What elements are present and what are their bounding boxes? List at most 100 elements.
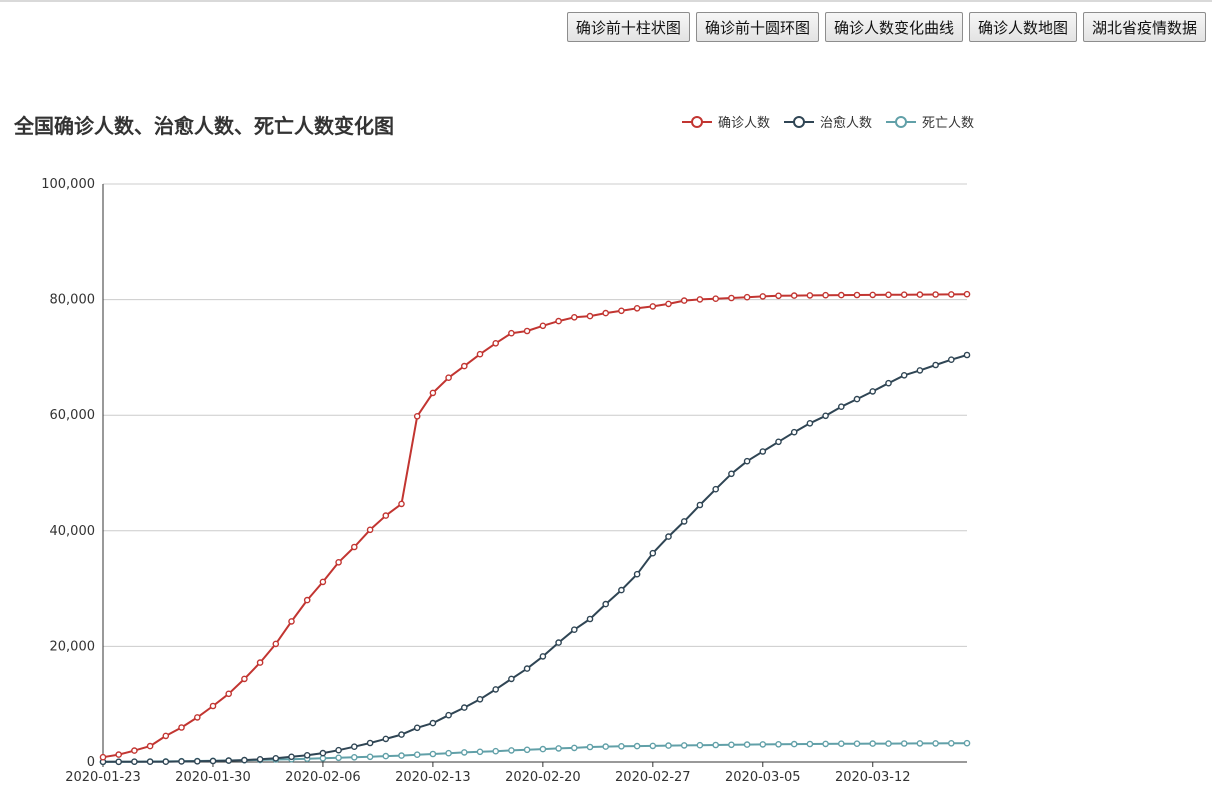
data-point-deaths xyxy=(948,740,955,747)
top-border xyxy=(0,0,1212,2)
data-point-deaths xyxy=(869,740,877,747)
data-point-confirmed xyxy=(775,292,782,300)
data-point-confirmed xyxy=(712,295,720,303)
data-point-deaths xyxy=(460,749,468,756)
data-point-deaths xyxy=(476,748,484,756)
chart-title: 全国确诊人数、治愈人数、死亡人数变化图 xyxy=(14,114,394,138)
data-point-confirmed xyxy=(209,702,217,710)
data-point-confirmed xyxy=(806,292,814,299)
legend-label-confirmed: 确诊人数 xyxy=(718,116,771,131)
data-point-recovered xyxy=(586,615,594,623)
data-point-deaths xyxy=(696,741,704,749)
data-point-recovered xyxy=(241,756,248,764)
data-point-confirmed xyxy=(303,596,311,604)
data-point-deaths xyxy=(853,740,861,748)
data-point-deaths xyxy=(932,740,939,747)
data-point-recovered xyxy=(900,371,908,379)
data-point-deaths xyxy=(523,746,531,754)
nav-button-hubei-data[interactable]: 湖北省疫情数据 xyxy=(1082,12,1206,42)
data-point-recovered xyxy=(822,412,829,420)
legend-item-deaths[interactable]: 死亡人数 xyxy=(886,112,974,131)
data-point-confirmed xyxy=(241,675,248,683)
data-point-recovered xyxy=(413,724,421,732)
y-tick-label: 0 xyxy=(87,755,95,770)
data-point-confirmed xyxy=(633,304,641,312)
legend-item-recovered[interactable]: 治愈人数 xyxy=(784,112,872,131)
data-point-recovered xyxy=(523,665,531,672)
data-point-confirmed xyxy=(492,339,500,347)
nav-button-map[interactable]: 确诊人数地图 xyxy=(968,12,1077,42)
data-point-deaths xyxy=(775,741,782,748)
data-point-deaths xyxy=(602,743,610,750)
data-point-confirmed xyxy=(225,690,232,698)
nav-button-top10-bar[interactable]: 确诊前十柱状图 xyxy=(566,12,690,42)
data-point-confirmed xyxy=(822,291,829,299)
data-point-recovered xyxy=(350,743,358,751)
data-point-confirmed xyxy=(193,714,201,721)
data-point-recovered xyxy=(429,719,437,727)
data-point-recovered xyxy=(193,758,201,765)
data-point-recovered xyxy=(649,549,657,557)
data-point-recovered xyxy=(853,395,861,403)
data-point-recovered xyxy=(869,388,877,395)
data-point-confirmed xyxy=(146,742,154,750)
legend-item-confirmed[interactable]: 确诊人数 xyxy=(682,112,770,131)
data-point-deaths xyxy=(680,742,688,749)
data-point-deaths xyxy=(429,750,437,758)
data-point-recovered xyxy=(838,403,845,411)
chart-nav: 确诊前十柱状图 确诊前十圆环图 确诊人数变化曲线 确诊人数地图 湖北省疫情数据 xyxy=(566,12,1206,42)
data-point-confirmed xyxy=(680,297,688,304)
data-point-confirmed xyxy=(99,753,107,761)
data-point-confirmed xyxy=(508,329,515,337)
data-point-recovered xyxy=(209,757,217,765)
data-point-recovered xyxy=(382,735,390,743)
data-point-deaths xyxy=(790,740,798,748)
data-point-confirmed xyxy=(948,291,955,298)
data-point-confirmed xyxy=(350,543,358,551)
data-point-deaths xyxy=(366,753,374,761)
data-point-confirmed xyxy=(413,412,421,420)
data-point-recovered xyxy=(115,758,122,766)
data-point-confirmed xyxy=(366,526,374,534)
data-point-confirmed xyxy=(759,293,767,300)
data-point-recovered xyxy=(225,757,232,764)
data-point-confirmed xyxy=(539,322,547,330)
nav-button-trend-curve[interactable]: 确诊人数变化曲线 xyxy=(824,12,963,42)
data-point-recovered xyxy=(885,379,892,387)
data-point-confirmed xyxy=(398,500,405,508)
data-point-recovered xyxy=(932,361,939,369)
data-point-deaths xyxy=(838,740,845,748)
data-point-recovered xyxy=(178,758,185,765)
data-point-recovered xyxy=(555,639,562,646)
data-point-recovered xyxy=(602,600,610,608)
data-point-recovered xyxy=(131,758,138,766)
nav-button-top10-donut[interactable]: 确诊前十圆环图 xyxy=(695,12,819,42)
data-point-recovered xyxy=(916,367,924,374)
data-point-confirmed xyxy=(288,618,295,625)
data-point-deaths xyxy=(350,754,358,761)
data-point-deaths xyxy=(822,740,829,748)
data-point-confirmed xyxy=(728,294,735,302)
data-point-confirmed xyxy=(586,312,594,320)
data-point-confirmed xyxy=(853,291,861,299)
data-point-recovered xyxy=(508,675,515,683)
data-point-recovered xyxy=(256,756,264,763)
data-point-deaths xyxy=(759,741,767,748)
y-tick-label: 80,000 xyxy=(50,293,96,308)
data-point-confirmed xyxy=(445,374,452,382)
data-point-deaths xyxy=(492,747,500,755)
data-point-recovered xyxy=(633,570,641,578)
data-point-deaths xyxy=(508,747,515,754)
data-point-deaths xyxy=(618,743,625,750)
data-point-deaths xyxy=(728,741,735,749)
x-tick-label: 2020-02-06 xyxy=(285,770,361,785)
legend-label-deaths: 死亡人数 xyxy=(922,116,975,131)
data-point-deaths xyxy=(555,745,562,752)
data-point-recovered xyxy=(335,746,342,754)
data-point-confirmed xyxy=(618,307,625,315)
y-tick-label: 100,000 xyxy=(41,177,95,192)
data-point-confirmed xyxy=(602,309,610,317)
data-point-deaths xyxy=(382,752,390,760)
data-point-confirmed xyxy=(743,293,751,301)
